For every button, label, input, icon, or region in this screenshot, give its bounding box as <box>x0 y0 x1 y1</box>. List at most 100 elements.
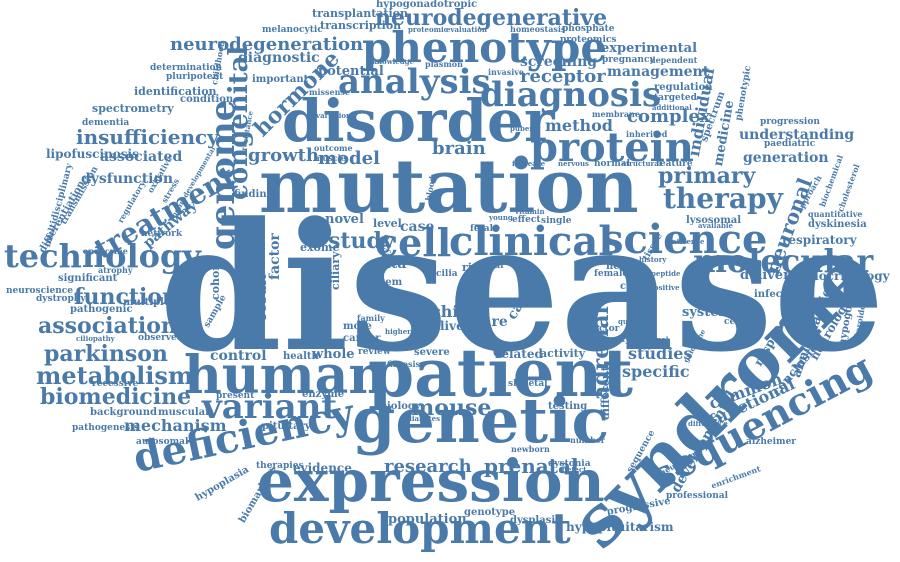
word-professional: professional <box>666 491 728 501</box>
word-data: data <box>372 256 407 272</box>
word-technology: technology <box>4 237 201 275</box>
word-melanocytic: melanocytic <box>262 25 323 35</box>
word-network: network <box>141 229 183 239</box>
word-clinical: clinical <box>449 218 614 265</box>
word-skeletal: skeletal <box>508 379 548 389</box>
word-endocrinology: endocrinology <box>794 269 890 283</box>
word-analysis: analysis <box>338 62 491 102</box>
word-type: type <box>381 234 392 258</box>
word-receptor: receptor <box>520 66 606 87</box>
word-hypogonadotropic: hypogonadotropic <box>376 0 478 10</box>
word-background: background <box>90 407 157 418</box>
word-significant: significant <box>58 273 118 284</box>
word-targeted: targeted <box>654 93 697 103</box>
word-increase: increase <box>512 159 546 168</box>
word-infection: infection <box>754 289 805 300</box>
word-whole: whole <box>312 347 355 362</box>
word-dementia: dementia <box>82 118 130 128</box>
word-newborn: newborn <box>511 444 550 454</box>
word-paediatric: paediatric <box>764 139 816 149</box>
word-protein: protein <box>530 124 694 171</box>
word-ciliopathy: ciliopathy <box>76 334 115 343</box>
word-biology: biology <box>380 401 421 412</box>
word-liver: liver <box>440 319 471 333</box>
word-female: female <box>594 269 629 279</box>
word-screening: screening <box>520 54 598 70</box>
word-management: management <box>607 64 710 80</box>
word-growth: growth <box>248 145 319 166</box>
word-diagnosis: diagnosis <box>480 75 662 115</box>
word-transcription: transcription <box>320 19 402 32</box>
word-diagnostic: diagnostic <box>238 50 320 66</box>
word-disorder: disorder <box>282 87 555 155</box>
word-neuroscience: neuroscience <box>6 286 73 296</box>
word-biomedicine: biomedicine <box>40 384 192 410</box>
word-dystonia: dystonia <box>548 459 591 469</box>
word-atrophy: atrophy <box>98 265 133 275</box>
word-pluripotent: pluripotent <box>166 72 224 82</box>
word-genetic: genetic <box>352 384 610 457</box>
word-phosphate: phosphate <box>562 24 615 34</box>
word-nervous: nervous <box>558 159 589 168</box>
word-metabolism: metabolism <box>36 361 194 390</box>
word-puberty: puberty <box>510 124 541 133</box>
word-research: research <box>384 456 472 477</box>
word-respiratory: respiratory <box>782 233 857 247</box>
word-different: different <box>599 366 612 420</box>
word-neurodegenerative: neurodegenerative <box>375 5 608 31</box>
word-national: national <box>636 335 669 344</box>
word-experimental: experimental <box>601 41 698 56</box>
word-patient: patient <box>368 334 633 412</box>
word-disease: disease <box>159 184 886 391</box>
word-quantitative: quantitative <box>808 209 863 219</box>
word-factor: factor <box>267 233 283 280</box>
word-structural: structural <box>622 159 662 168</box>
word-association: association <box>38 313 177 339</box>
word-risk: risk <box>462 261 486 274</box>
word-study: study <box>328 228 395 254</box>
word-generation: generation <box>743 150 829 166</box>
word-alzheimer: alzheimer <box>746 437 797 447</box>
word-health: health <box>283 351 319 362</box>
word-delivery: delivery <box>740 268 798 283</box>
word-phenotypic: phenotypic <box>734 64 754 122</box>
word-stem: stem <box>375 277 403 288</box>
word-fetal: fetal <box>470 224 494 234</box>
word-child: child <box>431 302 476 321</box>
word-evidence: evidence <box>293 461 352 475</box>
word-understanding: understanding <box>739 127 855 143</box>
word-system: system <box>682 305 733 320</box>
word-effect: effect <box>512 215 541 225</box>
word-proteomics: proteomics <box>560 35 617 45</box>
word-knowledge: knowledge <box>372 57 414 66</box>
word-important: important <box>252 74 309 85</box>
word-transplantation: transplantation <box>312 7 408 20</box>
word-result: result <box>254 273 270 320</box>
word-dependent: dependent <box>650 55 698 65</box>
word-specific: specific <box>622 362 690 381</box>
word-case: case <box>400 219 435 235</box>
word-phenotype: phenotype <box>362 23 608 72</box>
word-higher: higher <box>385 327 411 336</box>
word-lysosomal: lysosomal <box>686 215 742 226</box>
word-observed: observed <box>138 333 184 343</box>
word-genotype: genotype <box>464 507 516 518</box>
word-mouse: mouse <box>411 395 492 421</box>
word-missense: missense <box>309 87 351 97</box>
word-studies: studies <box>628 344 693 363</box>
word-molecular: molecular <box>693 242 874 280</box>
word-regulation: regulation <box>654 82 713 93</box>
word-proteomic: proteomic <box>408 25 448 34</box>
word-inherited: inherited <box>626 129 668 139</box>
word-control: control <box>210 348 267 364</box>
word-complex: complex <box>627 106 711 127</box>
word-more: more <box>343 321 372 332</box>
word-cellular: cellular <box>724 317 763 327</box>
word-pathogenic: pathogenic <box>70 304 133 315</box>
word-normal: normal <box>594 159 631 169</box>
word-feature: feature <box>656 159 693 169</box>
word-activity: activity <box>540 347 586 360</box>
word-spectrometry: spectrometry <box>92 102 174 115</box>
word-neuron: neuron <box>606 261 647 272</box>
